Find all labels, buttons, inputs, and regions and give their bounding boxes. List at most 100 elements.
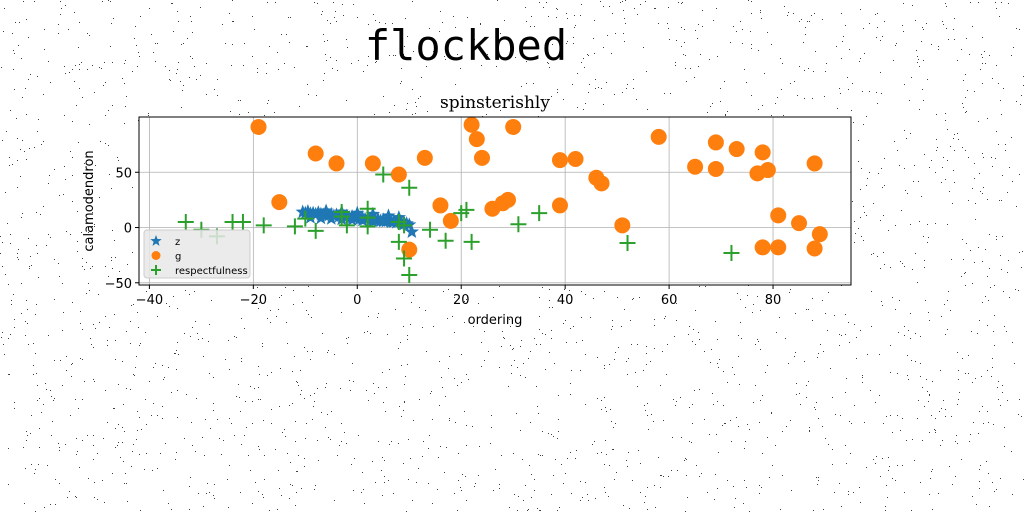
data-point [307, 222, 324, 239]
data-point [177, 214, 194, 230]
y-tick-label: 0 [124, 222, 132, 237]
x-tick-label: 60 [661, 293, 678, 308]
x-tick-label: 0 [353, 293, 361, 308]
data-point [234, 214, 251, 230]
data-point [707, 160, 724, 177]
data-point [365, 213, 380, 227]
data-point [442, 212, 459, 229]
data-point [723, 244, 740, 261]
data-point [728, 141, 745, 158]
data-point [338, 217, 355, 234]
data-point [402, 217, 417, 231]
data-point [510, 216, 527, 233]
data-point [806, 240, 823, 257]
data-point [364, 155, 381, 172]
data-point [355, 212, 370, 227]
data-point [531, 205, 548, 222]
data-point [551, 152, 568, 169]
data-point [344, 212, 360, 226]
data-point [307, 145, 324, 162]
data-point [505, 118, 522, 135]
data-point [375, 166, 392, 183]
data-point [376, 213, 391, 228]
x-tick-label: −40 [136, 293, 163, 308]
data-point [396, 250, 413, 267]
data-point [401, 241, 418, 258]
y-tick-label: −50 [105, 277, 132, 292]
data-point [250, 118, 267, 135]
data-point [614, 217, 631, 234]
x-tick-label: 20 [453, 293, 470, 308]
plot-frame [138, 116, 852, 286]
data-point [318, 203, 334, 218]
data-point [754, 144, 771, 161]
data-point [770, 239, 787, 256]
data-point [303, 210, 318, 224]
data-point [286, 218, 303, 235]
data-point [333, 204, 350, 221]
data-point [687, 158, 704, 175]
legend-marker-g [151, 251, 161, 260]
data-point [754, 239, 771, 256]
data-point [328, 155, 345, 172]
data-point [707, 134, 724, 151]
data-point [432, 197, 449, 214]
legend-items: zg respectfulness [150, 235, 248, 277]
legend-marker-respectfulness [151, 265, 161, 275]
chart-title: flockbed [365, 21, 567, 70]
series-g [250, 116, 828, 258]
data-point [396, 217, 413, 234]
x-tick-label: 40 [557, 293, 574, 308]
data-point [458, 201, 475, 218]
legend: zg respectfulness [143, 229, 251, 279]
y-axis-label: calamodendron [82, 150, 97, 251]
series-respectfulness [177, 166, 740, 284]
data-point [390, 233, 407, 250]
data-point [381, 208, 396, 222]
legend-box [143, 229, 251, 279]
data-point [806, 155, 823, 172]
x-tick-label: 80 [765, 293, 782, 308]
data-point [551, 197, 568, 214]
data-point [404, 224, 419, 239]
data-point [567, 151, 584, 167]
data-point [416, 149, 433, 166]
legend-label: z [175, 237, 180, 248]
plot-data [177, 116, 828, 284]
x-tick-label: −20 [240, 293, 267, 308]
data-point [401, 179, 418, 196]
data-point [401, 267, 418, 284]
data-point [468, 131, 485, 148]
data-point [650, 128, 667, 145]
data-point [437, 232, 454, 249]
data-point [271, 194, 288, 211]
data-point [422, 221, 439, 238]
data-point [770, 207, 787, 224]
data-point [474, 149, 491, 166]
data-point [759, 162, 776, 179]
data-point [593, 175, 610, 192]
data-point [324, 211, 339, 225]
legend-label: g [175, 252, 181, 263]
data-point [359, 209, 376, 226]
y-tick-label: 50 [115, 166, 132, 181]
data-point [499, 191, 516, 208]
grid-lines [139, 117, 851, 285]
x-axis-label: ordering [468, 313, 523, 328]
legend-marker-z [150, 235, 162, 246]
data-point [463, 116, 480, 133]
data-point [350, 205, 365, 220]
data-point [463, 233, 480, 250]
data-point [365, 206, 380, 221]
data-point [619, 235, 636, 251]
data-point [313, 210, 329, 225]
data-point [390, 166, 407, 183]
chart-subtitle: spinsterishly [440, 93, 550, 113]
data-point [791, 215, 808, 232]
axis-ticks: −40 −20 0 20 40 60 80 −50 0 50 [105, 166, 782, 308]
legend-label: respectfulness [175, 266, 248, 277]
data-point [811, 226, 828, 243]
data-point [297, 210, 314, 227]
data-point [255, 217, 272, 234]
